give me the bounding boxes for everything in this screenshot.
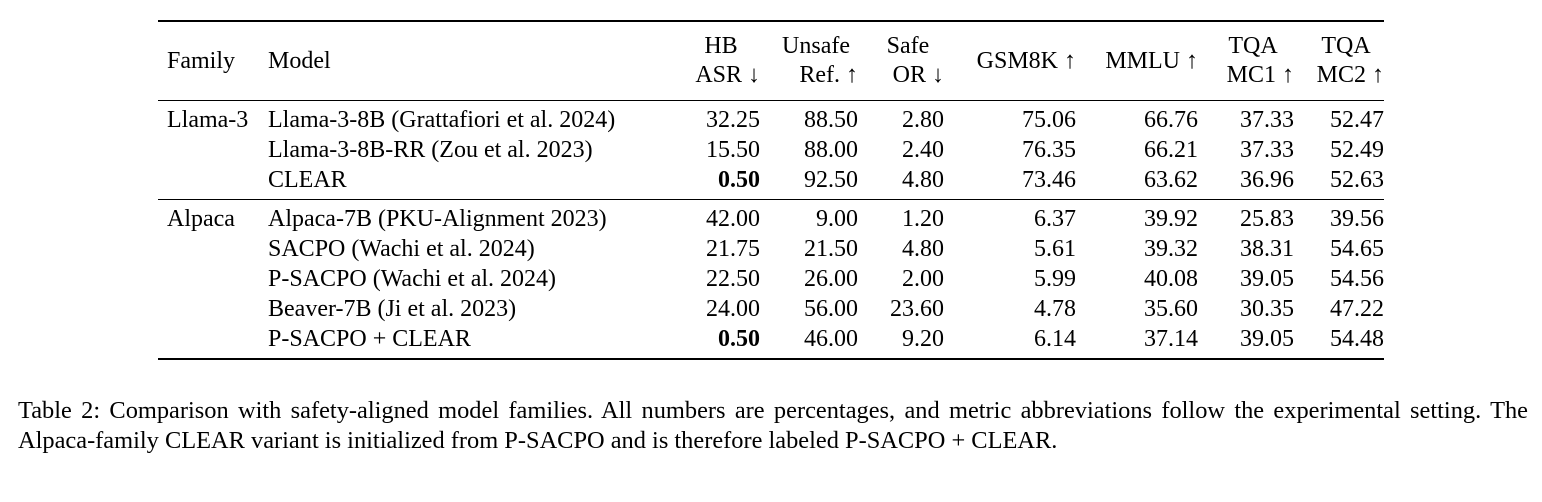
model-cell: Llama-3-8B-RR (Zou et al. 2023) <box>268 137 593 163</box>
mmlu-cell: 66.21 <box>1144 137 1198 163</box>
mmlu-cell: 66.76 <box>1144 107 1198 133</box>
mmlu-cell: 39.92 <box>1144 206 1198 232</box>
table-body: Llama-3 Llama-3-8B (Grattafiori et al. 20… <box>158 100 1384 359</box>
gsm8k-cell: 6.14 <box>1034 326 1076 352</box>
tqa-mc1-cell: 39.05 <box>1240 266 1294 292</box>
table-row: P-SACPO + CLEAR 0.50 46.00 9.20 6.14 37.14 39.… <box>158 324 1384 359</box>
tqa-mc1-cell: 37.33 <box>1240 107 1294 133</box>
tqa-mc2-cell: 54.48 <box>1330 326 1384 352</box>
gsm8k-cell: 5.61 <box>1034 236 1076 262</box>
family-cell <box>158 165 268 200</box>
safe-or-cell: 2.40 <box>902 137 944 163</box>
safe-or-cell: 4.80 <box>902 236 944 262</box>
unsafe-ref-cell: 21.50 <box>804 236 858 262</box>
unsafe-ref-cell: 9.00 <box>816 206 858 232</box>
header-family: Family <box>167 48 236 74</box>
unsafe-ref-cell: 26.00 <box>804 266 858 292</box>
tqa-mc2-cell: 52.49 <box>1330 137 1384 163</box>
header-tqa-mc2: TQA MC2 ↑ <box>1316 33 1384 88</box>
hb-asr-cell: 15.50 <box>706 137 760 163</box>
mmlu-cell: 35.60 <box>1144 296 1198 322</box>
gsm8k-cell: 4.78 <box>1034 296 1076 322</box>
tqa-mc1-cell: 30.35 <box>1240 296 1294 322</box>
header-row: Family Model HB ASR ↓ Unsafe Ref. ↑ Safe… <box>158 21 1384 101</box>
header-tqa-mc1: TQA MC1 ↑ <box>1226 33 1294 88</box>
mmlu-cell: 37.14 <box>1144 326 1198 352</box>
gsm8k-cell: 75.06 <box>1022 107 1076 133</box>
table-row: SACPO (Wachi et al. 2024) 21.75 21.50 4.80 5… <box>158 234 1384 264</box>
tqa-mc2-cell: 39.56 <box>1330 206 1384 232</box>
tqa-mc2-cell: 54.65 <box>1330 236 1384 262</box>
hb-asr-cell: 42.00 <box>706 206 760 232</box>
family-cell: Llama-3 <box>167 107 249 133</box>
mmlu-cell: 63.62 <box>1144 167 1198 193</box>
safe-or-cell: 1.20 <box>902 206 944 232</box>
tqa-mc1-cell: 39.05 <box>1240 326 1294 352</box>
tqa-mc2-cell: 54.56 <box>1330 266 1384 292</box>
hb-asr-cell: 0.50 <box>718 326 760 352</box>
gsm8k-cell: 6.37 <box>1034 206 1076 232</box>
hb-asr-cell: 32.25 <box>706 107 760 133</box>
unsafe-ref-cell: 56.00 <box>804 296 858 322</box>
mmlu-cell: 39.32 <box>1144 236 1198 262</box>
unsafe-ref-cell: 46.00 <box>804 326 858 352</box>
table-row: P-SACPO (Wachi et al. 2024) 22.50 26.00 2.0… <box>158 264 1384 294</box>
safe-or-cell: 9.20 <box>902 326 944 352</box>
hb-asr-cell: 0.50 <box>718 167 760 193</box>
model-cell: Alpaca-7B (PKU-Alignment 2023) <box>268 206 607 232</box>
gsm8k-cell: 73.46 <box>1022 167 1076 193</box>
family-cell <box>158 234 268 264</box>
tqa-mc1-cell: 37.33 <box>1240 137 1294 163</box>
tqa-mc1-cell: 36.96 <box>1240 167 1294 193</box>
header-safe-or: Safe OR ↓ <box>886 33 944 88</box>
tqa-mc2-cell: 52.63 <box>1330 167 1384 193</box>
unsafe-ref-cell: 88.00 <box>804 137 858 163</box>
hb-asr-cell: 22.50 <box>706 266 760 292</box>
hb-asr-cell: 24.00 <box>706 296 760 322</box>
table-row: Alpaca Alpaca-7B (PKU-Alignment 2023) 42.0… <box>158 199 1384 235</box>
results-table: Family Model HB ASR ↓ Unsafe Ref. ↑ Safe… <box>158 20 1384 360</box>
gsm8k-cell: 5.99 <box>1034 266 1076 292</box>
family-cell <box>158 264 268 294</box>
model-cell: SACPO (Wachi et al. 2024) <box>268 236 535 262</box>
model-cell: P-SACPO (Wachi et al. 2024) <box>268 266 557 292</box>
family-cell <box>158 294 268 324</box>
model-cell: P-SACPO + CLEAR <box>268 326 471 352</box>
table-row: CLEAR 0.50 92.50 4.80 73.46 63.62 36.96 52.63 <box>158 165 1384 200</box>
safe-or-cell: 2.80 <box>902 107 944 133</box>
safe-or-cell: 23.60 <box>890 296 944 322</box>
safe-or-cell: 2.00 <box>902 266 944 292</box>
family-cell <box>158 324 268 359</box>
unsafe-ref-cell: 92.50 <box>804 167 858 193</box>
model-cell: Llama-3-8B (Grattafiori et al. 2024) <box>268 107 616 133</box>
tqa-mc2-cell: 52.47 <box>1330 107 1384 133</box>
mmlu-cell: 40.08 <box>1144 266 1198 292</box>
table-row: Llama-3 Llama-3-8B (Grattafiori et al. 20… <box>158 100 1384 136</box>
header-gsm8k: GSM8K ↑ <box>976 48 1076 74</box>
hb-asr-cell: 21.75 <box>706 236 760 262</box>
model-cell: CLEAR <box>268 167 347 193</box>
results-table-container: Family Model HB ASR ↓ Unsafe Ref. ↑ Safe… <box>158 20 1384 360</box>
header-unsafe-ref: Unsafe Ref. ↑ <box>782 33 858 88</box>
unsafe-ref-cell: 88.50 <box>804 107 858 133</box>
tqa-mc1-cell: 25.83 <box>1240 206 1294 232</box>
header-model: Model <box>268 48 331 74</box>
table-row: Beaver-7B (Ji et al. 2023) 24.00 56.00 23.6… <box>158 294 1384 324</box>
model-cell: Beaver-7B (Ji et al. 2023) <box>268 296 517 322</box>
table-caption: Table 2: Comparison with safety-aligned … <box>18 397 1528 454</box>
tqa-mc1-cell: 38.31 <box>1240 236 1294 262</box>
header-hb-asr: HB ASR ↓ <box>695 33 760 88</box>
header-mmlu: MMLU ↑ <box>1105 48 1198 74</box>
safe-or-cell: 4.80 <box>902 167 944 193</box>
family-cell <box>158 135 268 165</box>
tqa-mc2-cell: 47.22 <box>1330 296 1384 322</box>
table-row: Llama-3-8B-RR (Zou et al. 2023) 15.50 88.0… <box>158 135 1384 165</box>
family-cell: Alpaca <box>167 206 235 232</box>
gsm8k-cell: 76.35 <box>1022 137 1076 163</box>
